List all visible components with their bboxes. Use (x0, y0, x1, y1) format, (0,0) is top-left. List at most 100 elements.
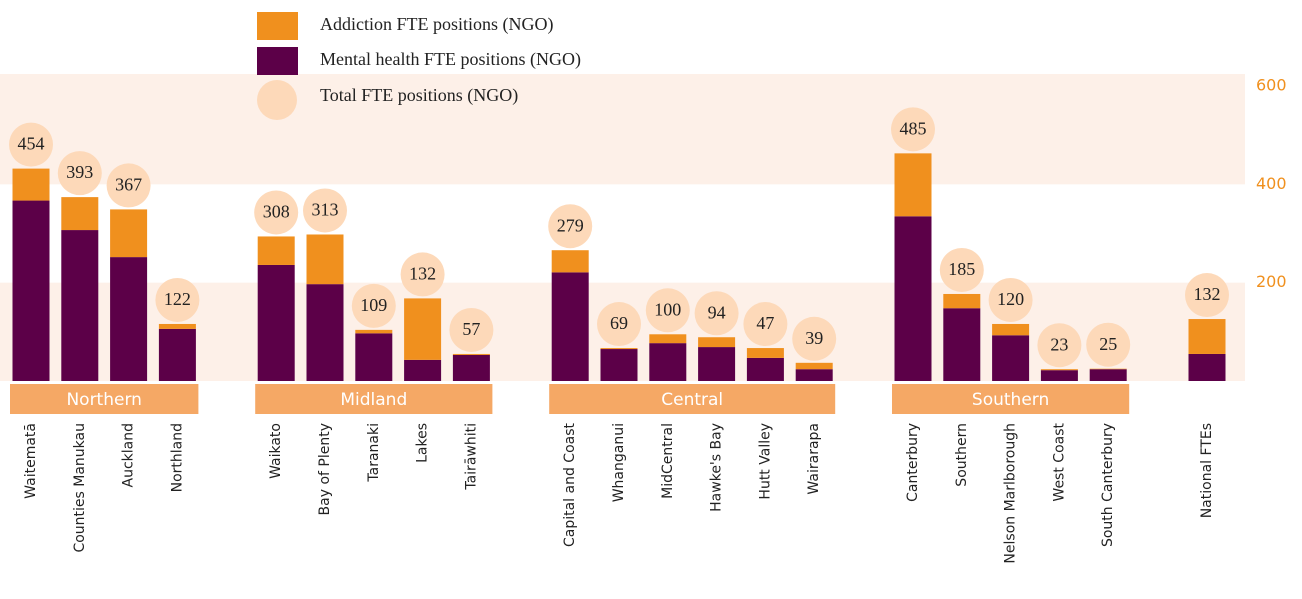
x-tick-label: Lakes (415, 423, 431, 463)
bar-segment (452, 354, 490, 381)
total-label: 485 (900, 118, 927, 138)
bar-segment (12, 168, 50, 201)
bar-segment (355, 329, 393, 334)
bar-segment (61, 230, 99, 381)
total-marker (645, 288, 690, 333)
total-marker (743, 302, 788, 347)
total-label: 185 (948, 259, 975, 279)
x-tick-label: Waikato (268, 423, 284, 479)
legend-label: Addiction FTE positions (NGO) (320, 14, 554, 35)
total-label: 57 (462, 319, 480, 339)
total-marker (303, 188, 347, 233)
total-marker (694, 291, 739, 336)
total-label: 69 (610, 313, 628, 333)
y-tick-label: 200 (1256, 272, 1287, 291)
total-label: 367 (115, 175, 142, 195)
group-label: Southern (972, 390, 1049, 410)
x-tick-label: West Coast (1051, 422, 1067, 501)
x-tick-label: MidCentral (660, 423, 676, 499)
bar-segment (894, 216, 932, 381)
total-marker (548, 204, 593, 249)
bar-segment (12, 200, 50, 381)
total-label: 100 (654, 299, 681, 319)
total-marker (988, 277, 1033, 322)
bar-segment (746, 357, 784, 381)
total-marker (254, 190, 299, 235)
bar-segment (355, 333, 393, 381)
bar-segment (306, 284, 344, 381)
total-marker (351, 283, 396, 328)
legend-label: Mental health FTE positions (NGO) (320, 49, 581, 70)
group-band (10, 384, 199, 414)
total-label: 23 (1050, 334, 1068, 354)
total-label: 122 (164, 289, 191, 309)
group-label: Central (661, 390, 723, 410)
bar-segment (600, 348, 638, 350)
bar-segment (649, 334, 687, 344)
bar-segment (257, 264, 295, 381)
bar-segment (551, 272, 589, 381)
total-label: 279 (557, 215, 584, 235)
legend-swatch (257, 12, 298, 40)
total-marker (792, 316, 837, 361)
total-label: 94 (708, 302, 726, 322)
total-label: 454 (18, 134, 45, 154)
bar-segment (894, 153, 932, 217)
bar-segment (795, 369, 833, 381)
bar-segment (61, 197, 99, 231)
bar-segment (1089, 369, 1127, 381)
bar-segment (404, 298, 442, 360)
x-tick-label: Hutt Valley (757, 423, 773, 500)
bar-segment (992, 323, 1030, 336)
bar-segment (404, 359, 442, 381)
bar-segment (452, 353, 490, 355)
x-tick-label: Taranaki (366, 423, 382, 483)
total-marker (57, 151, 102, 196)
group-band (255, 384, 493, 414)
bar-segment (795, 362, 833, 370)
total-marker (9, 122, 53, 167)
total-marker (449, 307, 494, 352)
total-marker (1037, 323, 1082, 368)
bar-segment (943, 293, 981, 309)
x-tick-label: Canterbury (905, 423, 921, 502)
total-label: 132 (1194, 284, 1221, 304)
x-tick-label: Capital and Coast (562, 422, 578, 547)
legend-label: Total FTE positions (NGO) (320, 85, 518, 106)
legend-swatch (257, 47, 298, 75)
x-tick-label: Southern (954, 423, 970, 487)
x-tick-label: Hawke's Bay (709, 423, 725, 512)
total-marker (1185, 273, 1229, 318)
bar-segment (1040, 369, 1078, 371)
group-band (549, 384, 836, 414)
bar-segment (306, 234, 344, 285)
bar-segment (746, 348, 784, 358)
total-label: 132 (409, 264, 436, 284)
total-marker (1086, 322, 1131, 367)
bar-segment (110, 257, 148, 381)
total-marker (400, 252, 445, 297)
total-marker (939, 247, 984, 292)
group-band (892, 384, 1130, 414)
total-label: 25 (1099, 334, 1117, 354)
total-label: 39 (805, 328, 823, 348)
bar-segment (992, 335, 1030, 381)
group-label: Midland (340, 390, 407, 410)
x-tick-label: Whanganui (611, 423, 627, 502)
x-tick-label: National FTEs (1199, 423, 1215, 518)
total-label: 313 (312, 200, 339, 220)
bar-segment (158, 323, 196, 329)
bar-segment (158, 328, 196, 381)
group-label: Northern (66, 390, 141, 410)
x-tick-label: Tairāwhiti (463, 423, 479, 491)
x-tick-label: Wairarapa (806, 423, 822, 495)
total-label: 120 (997, 289, 1024, 309)
bar-segment (110, 209, 148, 258)
bar-segment (257, 236, 295, 265)
x-tick-label: Counties Manukau (72, 423, 88, 553)
bar-segment (600, 349, 638, 381)
total-label: 47 (756, 313, 774, 333)
x-tick-label: South Canterbury (1100, 423, 1116, 547)
total-marker (597, 302, 641, 347)
